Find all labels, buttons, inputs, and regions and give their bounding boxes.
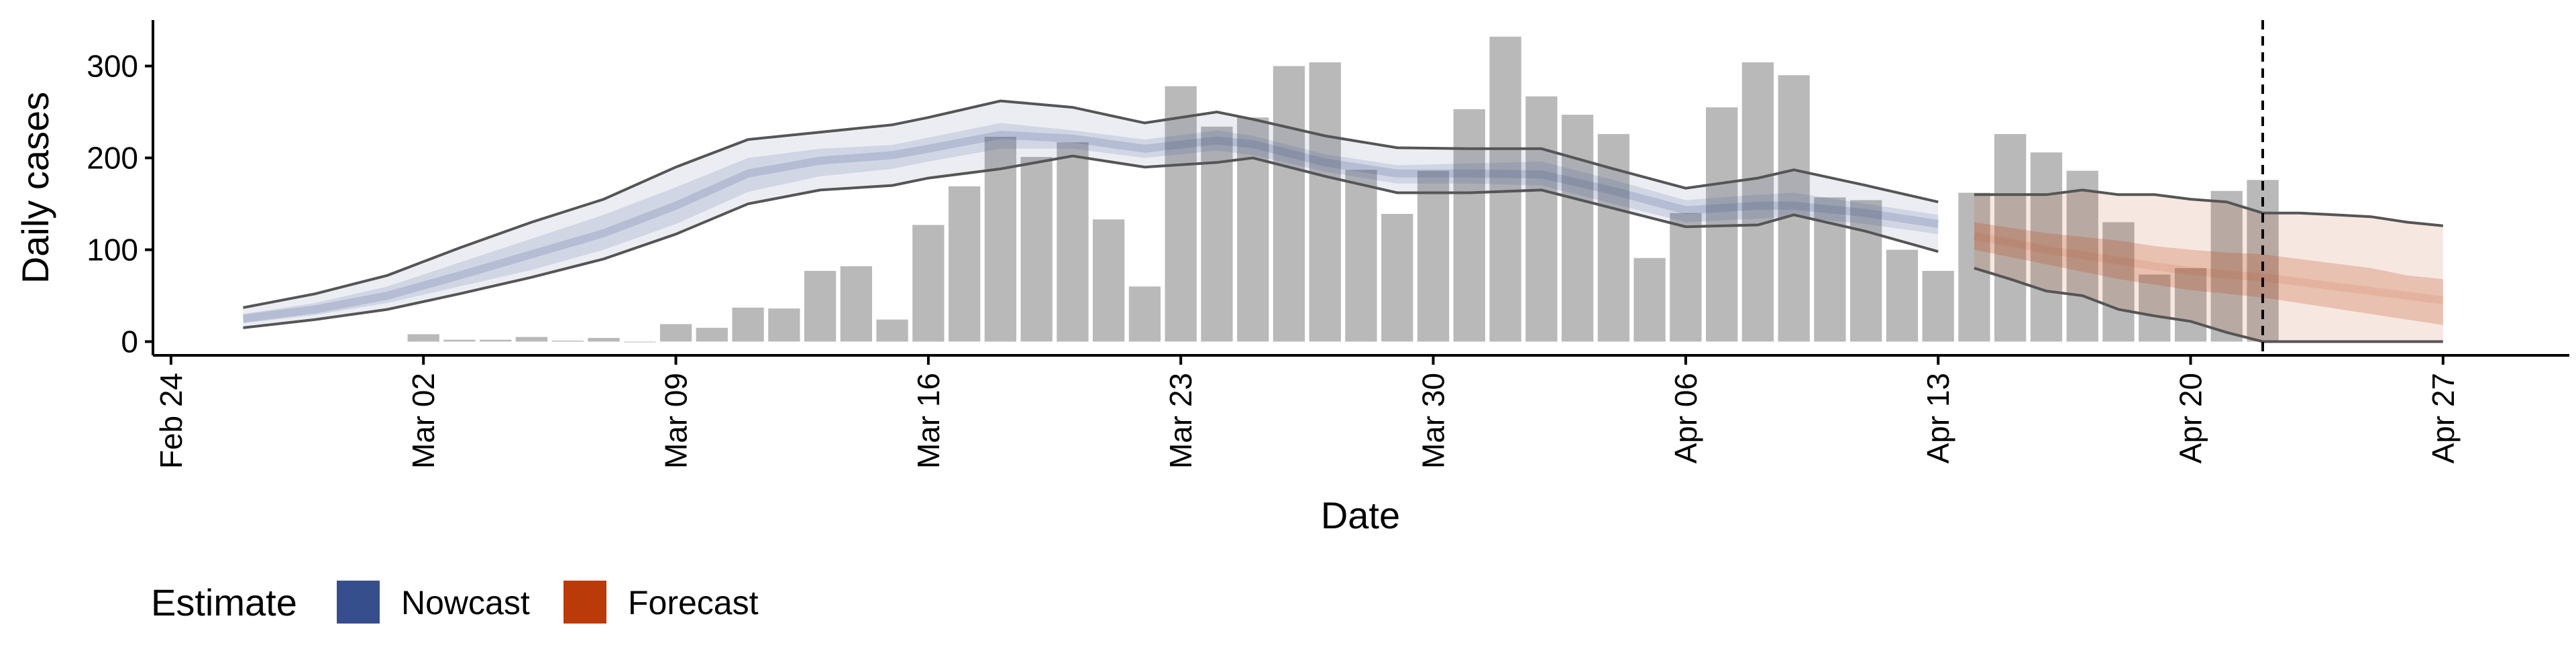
bars-layer [407, 36, 2279, 343]
bar-2020-03-22 [1128, 286, 1161, 342]
bar-2020-04-11 [1850, 200, 1882, 342]
y-tick-label: 300 [87, 49, 138, 84]
bar-2020-03-16 [912, 225, 945, 342]
bar-2020-04-15 [1994, 133, 2027, 342]
x-tick-label: Apr 06 [1668, 373, 1703, 464]
legend-label-forecast: Forecast [628, 584, 759, 622]
bar-2020-03-23 [1165, 86, 1197, 342]
bar-2020-03-12 [768, 308, 800, 342]
bar-2020-03-11 [732, 307, 764, 342]
bar-2020-03-15 [876, 319, 908, 342]
y-tick-label: 0 [121, 325, 138, 359]
x-tick-label: Mar 30 [1416, 373, 1451, 469]
legend-swatch-nowcast [337, 581, 380, 624]
forecast-band-inner [1974, 222, 2443, 325]
x-tick-label: Feb 24 [154, 373, 189, 469]
bar-2020-04-09 [1778, 75, 1810, 342]
nowcast-band-outer [243, 101, 1939, 328]
bar-2020-03-10 [696, 327, 728, 342]
bar-2020-03-09 [659, 324, 692, 342]
bar-2020-03-28 [1345, 170, 1377, 342]
bar-2020-04-16 [2030, 152, 2063, 342]
x-tick-label: Mar 16 [911, 373, 946, 469]
legend-label-nowcast: Nowcast [401, 584, 530, 622]
forecast-lower-line [1974, 266, 2443, 343]
bar-2020-04-12 [1886, 249, 1919, 342]
bar-2020-03-17 [949, 186, 981, 342]
bar-2020-04-13 [1922, 271, 1954, 342]
bar-2020-03-14 [840, 266, 872, 342]
bar-2020-03-13 [804, 271, 837, 342]
bar-2020-03-31 [1453, 109, 1485, 342]
x-tick-label: Mar 09 [659, 373, 694, 469]
bar-2020-03-20 [1057, 142, 1089, 342]
bar-2020-04-02 [1525, 96, 1558, 342]
bar-2020-04-06 [1670, 213, 1702, 342]
x-ticks: Feb 24 Mar 02 Mar 09 Mar 16 Mar 23 Mar 30 Apr … [154, 355, 2461, 469]
x-tick-label: Apr 27 [2426, 373, 2461, 464]
legend-swatch-forecast [564, 581, 606, 624]
nowcast-upper-line [243, 99, 1939, 309]
nowcast-lower-line [243, 154, 1939, 329]
bar-2020-04-05 [1633, 257, 1666, 342]
bar-2020-03-02 [407, 334, 439, 342]
bar-2020-03-05 [515, 337, 548, 342]
bar-2020-03-03 [443, 339, 476, 342]
bar-2020-03-29 [1381, 214, 1413, 342]
bar-2020-04-03 [1561, 115, 1594, 342]
bar-2020-04-08 [1741, 62, 1774, 342]
bar-2020-04-01 [1489, 36, 1521, 342]
nowcast-layer [242, 99, 1939, 329]
bar-2020-03-07 [588, 338, 620, 342]
x-tick-label: Apr 13 [1921, 373, 1955, 464]
forecast-median-line [1973, 231, 2444, 304]
bar-2020-03-21 [1093, 219, 1125, 342]
legend: Estimate Nowcast Forecast [151, 581, 759, 624]
axes-layer [152, 20, 2569, 357]
forecast-band-outer [1974, 190, 2443, 342]
legend-title: Estimate [151, 581, 297, 624]
bar-2020-03-19 [1020, 157, 1053, 342]
forecast-layer [1973, 188, 2444, 343]
bar-2020-04-17 [2066, 170, 2098, 342]
x-tick-label: Mar 02 [406, 373, 441, 469]
bar-2020-03-26 [1273, 66, 1305, 342]
y-tick-label: 100 [87, 233, 138, 268]
bar-2020-03-25 [1237, 117, 1269, 342]
bar-2020-03-27 [1309, 62, 1341, 342]
nowcast-median-line [242, 131, 1939, 323]
bar-2020-04-18 [2102, 222, 2135, 342]
nowcast-band-inner [243, 123, 1939, 324]
x-tick-label: Mar 23 [1163, 373, 1198, 469]
bar-2020-04-19 [2139, 274, 2171, 342]
bar-2020-04-14 [1958, 192, 1990, 342]
bar-2020-03-04 [480, 339, 512, 342]
y-ticks: 0 100 200 300 [87, 49, 153, 359]
x-axis-title: Date [1321, 494, 1400, 536]
bar-2020-03-30 [1417, 170, 1450, 342]
y-tick-label: 200 [87, 141, 138, 176]
y-axis-title: Daily cases [14, 92, 56, 284]
x-tick-label: Apr 20 [2174, 373, 2208, 464]
forecast-upper-line [1974, 188, 2444, 227]
bar-2020-04-21 [2210, 190, 2243, 342]
bar-2020-04-20 [2174, 268, 2207, 342]
bar-2020-03-08 [624, 341, 656, 343]
